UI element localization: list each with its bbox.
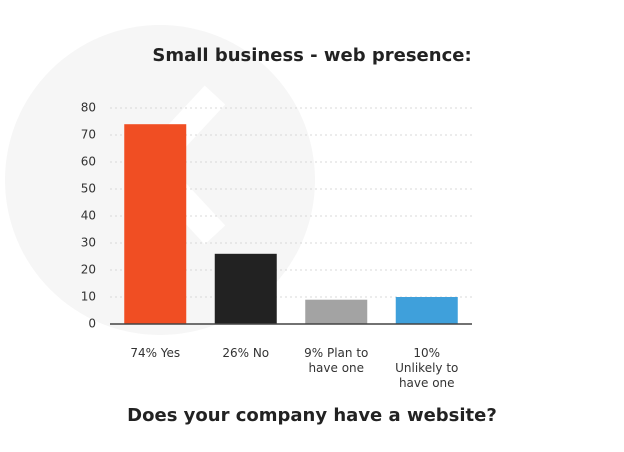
- x-tick-label: 10% Unlikely to have one: [395, 346, 459, 390]
- y-tick-label: 40: [81, 209, 96, 223]
- bar: [214, 253, 277, 324]
- bar: [124, 124, 187, 324]
- y-tick-label: 30: [81, 236, 96, 250]
- y-tick-label: 10: [81, 290, 96, 304]
- y-tick-label: 70: [81, 128, 96, 142]
- bar: [305, 299, 368, 324]
- x-tick-label: 9% Plan to have one: [304, 346, 369, 375]
- y-tick-label: 0: [88, 317, 96, 331]
- x-tick-label: 26% No: [222, 346, 270, 360]
- chart-subtitle: Does your company have a website?: [127, 405, 497, 426]
- y-tick-label: 50: [81, 182, 96, 196]
- bar: [395, 297, 458, 324]
- y-tick-label: 80: [81, 101, 96, 115]
- y-tick-label: 60: [81, 155, 96, 169]
- chart-title: Small business - web presence:: [152, 45, 471, 66]
- x-tick-label: 74% Yes: [130, 346, 181, 360]
- y-tick-label: 20: [81, 263, 96, 277]
